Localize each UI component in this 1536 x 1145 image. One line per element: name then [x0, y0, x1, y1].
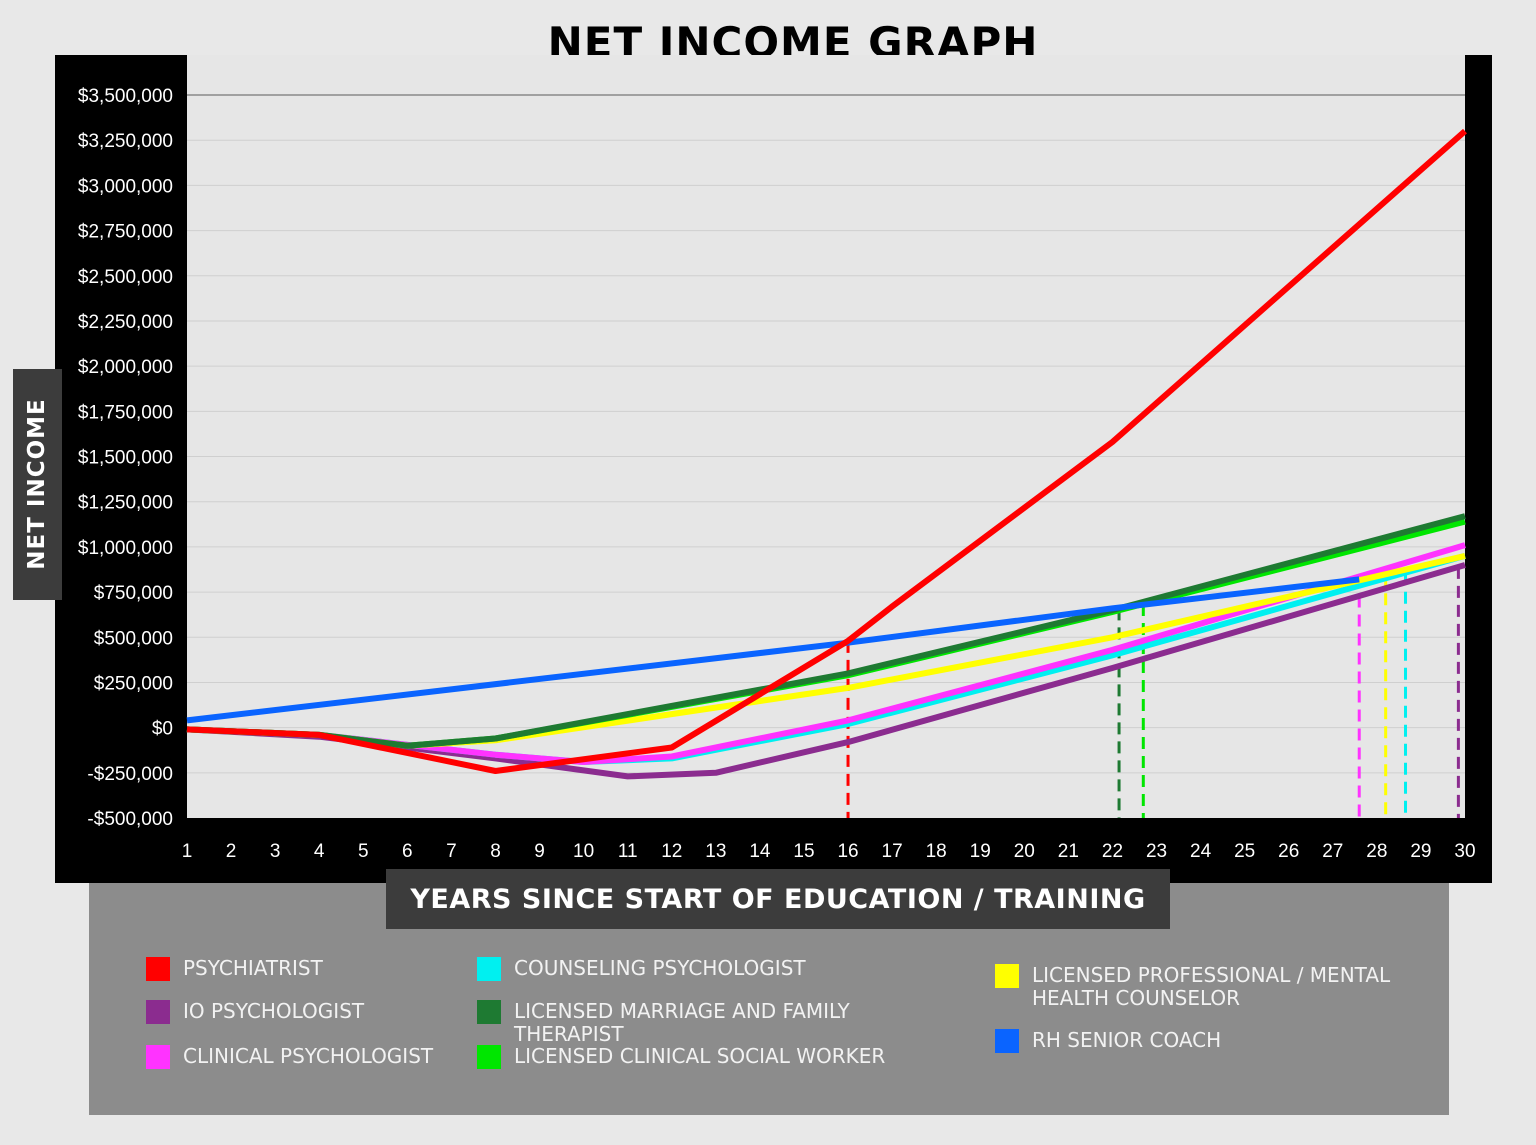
x-tick-label: 18: [926, 841, 947, 862]
x-tick-label: 26: [1278, 841, 1299, 862]
x-axis-label: YEARS SINCE START OF EDUCATION / TRAININ…: [386, 869, 1170, 929]
legend-label: LICENSED CLINICAL SOCIAL WORKER: [514, 1044, 886, 1068]
x-tick-label: 30: [1454, 841, 1475, 862]
x-tick-label: 28: [1366, 841, 1387, 862]
x-tick-labels: 1 2 3 4 5 6 7 8 9 10 11 12 13 14 15 16 17 18 19 20 21 22 23 24 2…: [182, 841, 1476, 862]
x-tick-label: 10: [573, 841, 594, 862]
x-tick-label: 3: [270, 841, 281, 862]
y-axis-label: NET INCOME: [24, 398, 50, 570]
legend-item: IO PSYCHOLOGIST: [146, 1000, 583, 1024]
series-line: [186, 128, 1467, 774]
y-tick-label: $3,500,000: [78, 86, 173, 107]
x-tick-label: 21: [1058, 841, 1079, 862]
y-tick-labels: $3,500,000 $3,250,000 $3,000,000 $2,750,000…: [78, 86, 173, 830]
y-tick-label: $2,250,000: [78, 312, 173, 333]
y-tick-label: -$250,000: [87, 764, 173, 785]
legend-label: LICENSED MARRIAGE AND FAMILY THERAPIST: [514, 999, 850, 1046]
x-tick-label: 23: [1146, 841, 1167, 862]
legend-item: CLINICAL PSYCHOLOGIST: [146, 1045, 583, 1069]
y-tick-label: $1,500,000: [78, 448, 173, 469]
legend-swatch: [995, 1029, 1019, 1053]
x-tick-label: 15: [793, 841, 814, 862]
x-tick-label: 25: [1234, 841, 1255, 862]
x-tick-label: 5: [358, 841, 369, 862]
legend-label: RH SENIOR COACH: [1032, 1028, 1222, 1052]
legend-swatch: [477, 1000, 501, 1024]
x-tick-label: 2: [226, 841, 237, 862]
x-tick-label: 4: [314, 841, 325, 862]
legend-label: LICENSED PROFESSIONAL / MENTAL HEALTH CO…: [1032, 963, 1391, 1010]
y-tick-label: $1,000,000: [78, 538, 173, 559]
x-tick-label: 9: [534, 841, 545, 862]
legend-swatch: [995, 964, 1019, 988]
legend-item: COUNSELING PSYCHOLOGIST: [477, 957, 914, 981]
x-tick-label: 11: [618, 841, 638, 862]
x-tick-label: 24: [1190, 841, 1212, 862]
y-tick-label: $2,000,000: [78, 357, 173, 378]
y-tick-label: $750,000: [94, 583, 173, 604]
y-tick-label: $1,250,000: [78, 493, 173, 514]
y-axis-label-box: [13, 369, 62, 600]
x-tick-label: 19: [970, 841, 991, 862]
legend-swatch: [146, 1000, 170, 1024]
x-tick-label: 22: [1102, 841, 1123, 862]
series-lines: [186, 128, 1467, 780]
legend-item: LICENSED MARRIAGE AND FAMILY THERAPIST: [477, 1000, 914, 1046]
y-tick-label: $2,500,000: [78, 267, 173, 288]
plot-area: [187, 55, 1465, 818]
y-tick-label: $3,000,000: [78, 176, 173, 197]
y-tick-label: $2,750,000: [78, 222, 173, 243]
series-line: [186, 576, 1360, 724]
x-tick-label: 6: [402, 841, 413, 862]
legend-item: LICENSED PROFESSIONAL / MENTAL HEALTH CO…: [995, 964, 1432, 1010]
x-tick-label: 20: [1014, 841, 1035, 862]
x-tick-label: 7: [446, 841, 457, 862]
legend-swatch: [477, 1045, 501, 1069]
x-tick-label: 29: [1410, 841, 1431, 862]
legend-swatch: [146, 1045, 170, 1069]
y-tick-label: -$500,000: [87, 809, 173, 830]
x-tick-label: 16: [837, 841, 858, 862]
y-tick-label: $500,000: [94, 628, 173, 649]
y-tick-label: $1,750,000: [78, 402, 173, 423]
x-tick-label: 13: [705, 841, 726, 862]
y-tick-label: $3,250,000: [78, 131, 173, 152]
legend-item: LICENSED CLINICAL SOCIAL WORKER: [477, 1045, 914, 1069]
legend-label: CLINICAL PSYCHOLOGIST: [183, 1044, 434, 1068]
legend-item: PSYCHIATRIST: [146, 957, 583, 981]
legend-item: RH SENIOR COACH: [995, 1029, 1432, 1053]
x-tick-label: 1: [182, 841, 193, 862]
x-tick-label: 27: [1322, 841, 1343, 862]
y-tick-label: $0: [152, 719, 173, 740]
y-tick-label: $250,000: [94, 673, 173, 694]
legend-label: IO PSYCHOLOGIST: [183, 999, 365, 1023]
legend-swatch: [477, 957, 501, 981]
legend-label: PSYCHIATRIST: [183, 956, 323, 980]
x-tick-label: 14: [749, 841, 771, 862]
x-tick-label: 17: [882, 841, 903, 862]
x-tick-label: 12: [661, 841, 682, 862]
legend-label: COUNSELING PSYCHOLOGIST: [514, 956, 806, 980]
gridlines: [187, 94, 1465, 774]
legend-swatch: [146, 957, 170, 981]
x-tick-label: 8: [490, 841, 501, 862]
